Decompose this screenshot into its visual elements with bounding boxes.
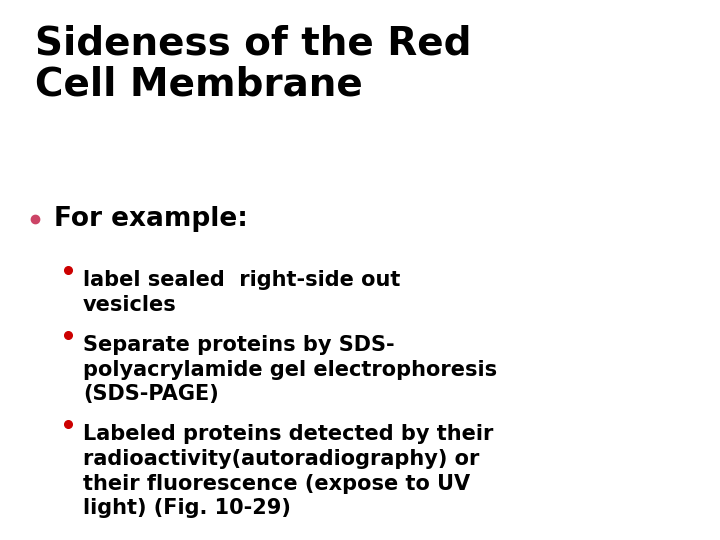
Text: Sideness of the Red
Cell Membrane: Sideness of the Red Cell Membrane [35,24,471,103]
Text: Labeled proteins detected by their
radioactivity(autoradiography) or
their fluor: Labeled proteins detected by their radio… [83,424,493,518]
Text: label sealed  right-side out
vesicles: label sealed right-side out vesicles [83,270,400,315]
Text: Separate proteins by SDS-
polyacrylamide gel electrophoresis
(SDS-PAGE): Separate proteins by SDS- polyacrylamide… [83,335,497,404]
Text: For example:: For example: [54,206,248,232]
